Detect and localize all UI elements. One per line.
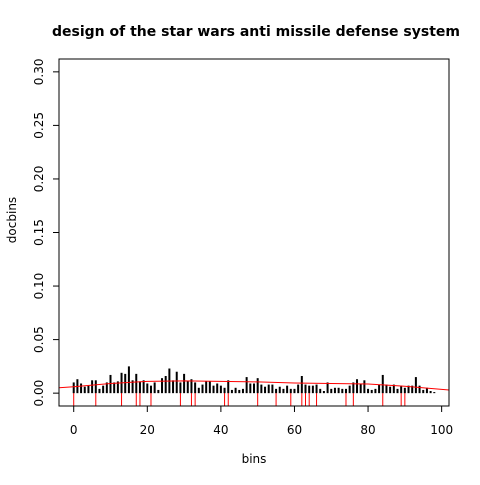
x-tick-label-4: 80 (360, 423, 375, 437)
y-tick-label-5: 0.25 (32, 112, 46, 139)
x-tick-label-5: 100 (430, 423, 453, 437)
x-tick-label-0: 0 (70, 423, 78, 437)
y-tick-label-1: 0.05 (32, 326, 46, 353)
x-axis-label: bins (242, 452, 267, 466)
chart-title: design of the star wars anti missile def… (52, 24, 460, 40)
x-tick-label-1: 20 (140, 423, 155, 437)
smooth-line (58, 380, 450, 391)
plot-frame (58, 58, 450, 407)
y-tick-label-3: 0.15 (32, 219, 46, 246)
y-tick-label-4: 0.20 (32, 166, 46, 193)
smooth-line-group (58, 380, 450, 391)
y-tick-label-2: 0.10 (32, 273, 46, 300)
y-tick-label-0: 0.00 (32, 380, 46, 407)
y-axis-label: docbins (5, 197, 19, 243)
x-tick-label-2: 40 (213, 423, 228, 437)
axes: 0 20 40 60 80 100 0.00 0.05 0.10 0.15 0.20 0.25 0.30 (32, 58, 453, 437)
bar-series (72, 366, 436, 394)
x-tick-label-3: 60 (287, 423, 302, 437)
y-tick-label-6: 0.30 (32, 58, 46, 85)
rug-marks (73, 392, 406, 406)
